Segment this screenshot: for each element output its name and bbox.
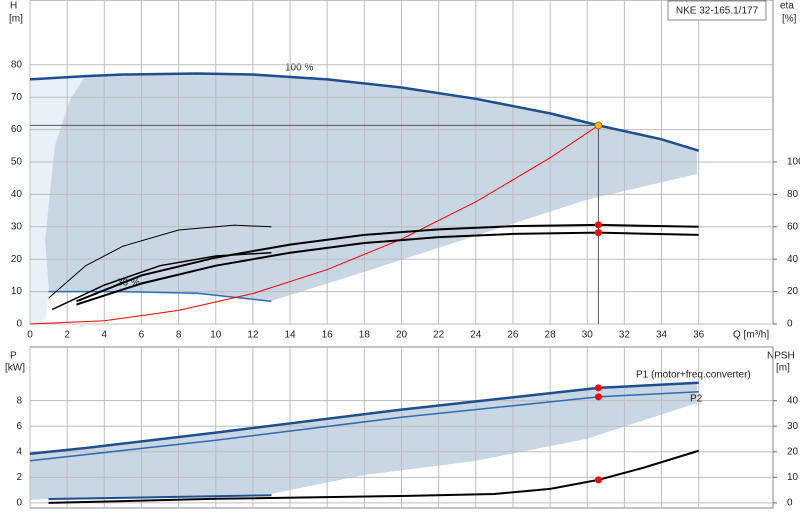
y-tick-label: 6 — [16, 421, 22, 432]
operating-point — [594, 384, 602, 392]
x-tick-label: 28 — [545, 330, 557, 341]
curve — [48, 449, 699, 504]
curve — [29, 124, 599, 325]
x-tick-label: 22 — [433, 330, 445, 341]
y-tick-label: 8 — [16, 395, 22, 406]
x-label: Q [m³/h] — [733, 330, 769, 341]
y-tick-label: 0 — [16, 498, 22, 509]
x-tick-label: 30 — [582, 330, 594, 341]
x-tick-label: 16 — [322, 330, 334, 341]
y2-unit: [m] — [776, 363, 790, 374]
curve — [48, 494, 272, 501]
curve — [76, 231, 699, 306]
y-tick-label: 10 — [11, 286, 23, 297]
curve — [51, 251, 272, 311]
y2-tick-label: 20 — [787, 286, 799, 297]
x-tick-label: 6 — [139, 330, 145, 341]
x-tick-label: 18 — [359, 330, 371, 341]
curve — [48, 224, 272, 299]
series-label: P1 (motor+freq.converter) — [636, 370, 751, 381]
x-tick-label: 20 — [396, 330, 408, 341]
x-tick-label: 10 — [210, 330, 222, 341]
y2-label: eta — [780, 1, 794, 12]
y-tick-label: 70 — [11, 92, 23, 103]
y2-tick-label: 0 — [787, 498, 793, 509]
curve — [29, 381, 699, 455]
y-label: H — [10, 1, 17, 12]
y-tick-label: 60 — [11, 124, 23, 135]
y2-tick-label: 20 — [787, 446, 799, 457]
x-tick-label: 14 — [284, 330, 296, 341]
y-unit: [m] — [9, 14, 23, 25]
operating-point — [594, 121, 603, 130]
annotation: 36 % — [117, 278, 140, 289]
operating-point — [594, 229, 602, 237]
range-shade-light — [30, 75, 86, 324]
x-tick-label: 12 — [247, 330, 259, 341]
curve — [29, 390, 699, 462]
operating-point — [594, 393, 602, 401]
operating-point — [594, 476, 602, 484]
x-tick-label: 0 — [27, 330, 33, 341]
y2-tick-label: 0 — [787, 319, 793, 330]
y-tick-label: 4 — [16, 446, 22, 457]
x-tick-label: 26 — [507, 330, 519, 341]
y-tick-label: 50 — [11, 157, 23, 168]
y2-label: NPSH — [767, 351, 795, 362]
x-tick-label: 8 — [176, 330, 182, 341]
y-tick-label: 40 — [11, 189, 23, 200]
y2-unit: [%] — [782, 14, 797, 25]
y2-tick-label: 10 — [787, 472, 799, 483]
x-tick-label: 34 — [656, 330, 668, 341]
y-unit: [kW] — [5, 363, 25, 374]
y-label: P — [10, 351, 17, 362]
x-tick-label: 36 — [693, 330, 705, 341]
x-tick-label: 4 — [102, 330, 108, 341]
y2-tick-label: 30 — [787, 421, 799, 432]
y2-tick-label: 100 — [787, 157, 800, 168]
series-label: P2 — [690, 394, 703, 405]
chart-title: NKE 32-165.1/177 — [676, 6, 759, 17]
y2-tick-label: 40 — [787, 395, 799, 406]
curve — [76, 223, 699, 303]
x-tick-label: 24 — [470, 330, 482, 341]
x-tick-label: 2 — [64, 330, 70, 341]
y-tick-label: 2 — [16, 472, 22, 483]
x-tick-label: 32 — [619, 330, 631, 341]
title-box — [667, 0, 767, 21]
y2-tick-label: 80 — [787, 189, 799, 200]
y-tick-label: 30 — [11, 221, 23, 232]
y2-tick-label: 40 — [787, 254, 799, 265]
y2-tick-label: 60 — [787, 221, 799, 232]
curve — [29, 72, 700, 152]
operating-point — [594, 221, 602, 229]
y-tick-label: 80 — [11, 59, 23, 70]
y-tick-label: 20 — [11, 254, 23, 265]
annotation: 100 % — [285, 63, 313, 74]
y-tick-label: 0 — [16, 319, 22, 330]
power-shade — [30, 383, 697, 500]
